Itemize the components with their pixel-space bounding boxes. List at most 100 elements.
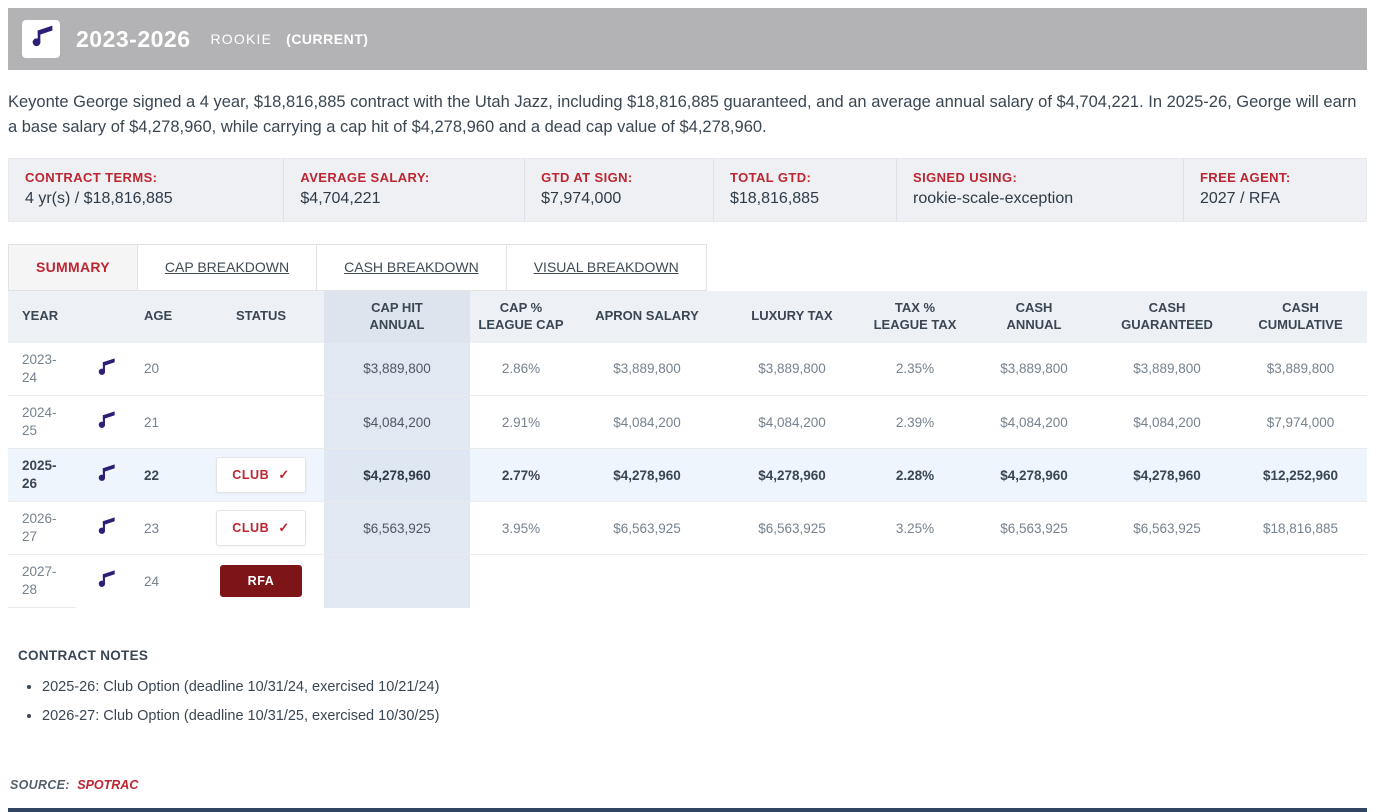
luxury-tax-cell: $3,889,800	[722, 342, 862, 396]
contract-notes-title: CONTRACT NOTES	[18, 648, 149, 663]
term-label: SIGNED USING:	[913, 169, 1018, 185]
cash-cumulative-cell	[1234, 555, 1367, 608]
cap-hit-cell	[324, 554, 470, 608]
contract-note-item: 2026-27: Club Option (deadline 10/31/25,…	[42, 708, 1367, 724]
term-signed-using: SIGNED USING: rookie-scale-exception	[897, 158, 1184, 221]
column-header: AGE	[134, 290, 198, 343]
cash-cumulative-cell: $3,889,800	[1234, 342, 1367, 396]
cash-cumulative-cell: $7,974,000	[1234, 395, 1367, 449]
cash-cumulative-cell: $18,816,885	[1234, 501, 1367, 555]
status-label: CLUB	[232, 468, 270, 482]
column-header: CASH GUARANTEED	[1100, 290, 1234, 343]
tab-cash-breakdown[interactable]: CASH BREAKDOWN	[317, 243, 507, 291]
term-label: FREE AGENT:	[1199, 169, 1291, 185]
column-header: LUXURY TAX	[722, 290, 862, 343]
status-club-button[interactable]: CLUB ✓	[216, 510, 306, 546]
age-cell: 23	[134, 501, 198, 555]
cash-guaranteed-cell: $4,278,960	[1100, 448, 1234, 502]
status-rfa-button[interactable]: RFA	[219, 565, 303, 598]
cash-annual-cell: $4,084,200	[968, 395, 1100, 449]
team-icon-cell	[76, 395, 134, 449]
source-label: SOURCE:	[10, 778, 70, 792]
music-note-icon	[95, 410, 116, 431]
cap-hit-cell: $4,278,960	[324, 448, 470, 502]
luxury-tax-cell: $4,084,200	[722, 395, 862, 449]
age-cell: 21	[134, 395, 198, 449]
status-cell: CLUB ✓	[198, 501, 324, 555]
cap-hit-cell: $6,563,925	[324, 501, 470, 555]
tab-visual-breakdown[interactable]: VISUAL BREAKDOWN	[506, 243, 707, 291]
cap-pct-cell: 2.77%	[470, 448, 572, 502]
table-row: 2023- 24 20 $3,889,800 2.86% $3,889,800 $…	[8, 342, 1367, 396]
year-cell: 2026- 27	[8, 501, 76, 555]
contract-notes-list: 2025-26: Club Option (deadline 10/31/24,…	[42, 679, 1367, 724]
music-note-icon	[95, 357, 116, 378]
term-average-salary: AVERAGE SALARY: $4,704,221	[284, 158, 526, 221]
column-header: TAX % LEAGUE TAX	[862, 290, 968, 343]
table-row: 2027- 28 24 RFA	[8, 554, 1367, 608]
luxury-tax-cell	[722, 555, 862, 608]
table-row: 2026- 27 23 CLUB ✓ $6,563,925 3.95% $6,563…	[8, 501, 1367, 555]
team-icon-cell	[76, 555, 134, 608]
tab-summary[interactable]: SUMMARY	[8, 243, 138, 291]
source-spotrac-link[interactable]: SPOTRAC	[77, 778, 139, 792]
term-total-gtd: TOTAL GTD: $18,816,885	[714, 158, 898, 221]
contract-period-banner: 2023-2026 ROOKIE (CURRENT)	[8, 8, 1367, 70]
year-cell: 2025- 26	[8, 448, 76, 502]
cash-guaranteed-cell: $3,889,800	[1100, 342, 1234, 396]
column-header: CASH ANNUAL	[968, 290, 1100, 343]
contract-table-body: 2023- 24 20 $3,889,800 2.86% $3,889,800 $…	[8, 342, 1367, 608]
age-cell: 20	[134, 342, 198, 396]
term-value: rookie-scale-exception	[913, 189, 1074, 207]
cash-cumulative-cell: $12,252,960	[1234, 448, 1367, 502]
tax-pct-cell	[862, 555, 968, 608]
cash-annual-cell: $4,278,960	[968, 448, 1100, 502]
term-label: GTD AT SIGN:	[541, 169, 633, 185]
year-cell: 2027- 28	[8, 554, 76, 608]
tab-cap-breakdown[interactable]: CAP BREAKDOWN	[137, 243, 318, 291]
status-cell: RFA	[198, 555, 324, 608]
table-header-row: YEAR AGE STATUS CAP HIT ANNUAL CAP % LEAGUE CA…	[8, 290, 1367, 343]
bottom-divider	[8, 808, 1367, 812]
apron-salary-cell: $3,889,800	[572, 342, 722, 396]
column-header: CAP HIT ANNUAL	[324, 290, 470, 343]
year-cell: 2023- 24	[8, 342, 76, 396]
contract-type-label: ROOKIE	[210, 31, 273, 47]
status-cell	[198, 342, 324, 396]
cash-guaranteed-cell: $6,563,925	[1100, 501, 1234, 555]
cap-pct-cell: 2.86%	[470, 342, 572, 396]
contract-notes-section: CONTRACT NOTES 2025-26: Club Option (dea…	[8, 648, 1367, 724]
term-free-agent: FREE AGENT: 2027 / RFA	[1184, 159, 1366, 221]
column-header: CAP % LEAGUE CAP	[470, 290, 572, 343]
cap-hit-cell: $4,084,200	[324, 395, 470, 449]
apron-salary-cell: $4,084,200	[572, 395, 722, 449]
term-value: 2027 / RFA	[1199, 189, 1281, 207]
age-cell: 22	[134, 448, 198, 502]
team-badge	[22, 20, 60, 58]
table-row: 2025- 26 22 CLUB ✓ $4,278,960 2.77% $4,278…	[8, 448, 1367, 502]
team-icon-cell	[76, 448, 134, 502]
contract-summary-paragraph: Keyonte George signed a 4 year, $18,816,…	[8, 93, 1357, 136]
music-note-icon	[28, 24, 54, 55]
music-note-icon	[95, 569, 116, 590]
cap-pct-cell: 2.91%	[470, 395, 572, 449]
status-club-button[interactable]: CLUB ✓	[216, 457, 306, 493]
breakdown-tabs: SUMMARY CAP BREAKDOWN CASH BREAKDOWN VIS…	[8, 243, 1367, 291]
age-cell: 24	[144, 573, 160, 589]
term-value: $18,816,885	[729, 189, 819, 207]
cash-annual-cell: $6,563,925	[968, 501, 1100, 555]
contract-terms-strip: CONTRACT TERMS: 4 yr(s) / $18,816,885 AV…	[8, 157, 1367, 222]
luxury-tax-cell: $4,278,960	[722, 448, 862, 502]
cap-pct-cell: 3.95%	[470, 501, 572, 555]
tax-pct-cell: 2.28%	[862, 448, 968, 502]
term-label: AVERAGE SALARY:	[300, 169, 430, 185]
term-value: $4,704,221	[300, 189, 381, 207]
contract-years-title: 2023-2026	[76, 25, 191, 52]
check-icon: ✓	[278, 520, 290, 535]
apron-salary-cell: $6,563,925	[572, 501, 722, 555]
column-header: YEAR	[8, 290, 76, 343]
status-cell	[198, 395, 324, 449]
contract-note-item: 2025-26: Club Option (deadline 10/31/24,…	[42, 679, 1367, 695]
term-value: 4 yr(s) / $18,816,885	[25, 189, 173, 207]
cash-annual-cell	[968, 555, 1100, 608]
